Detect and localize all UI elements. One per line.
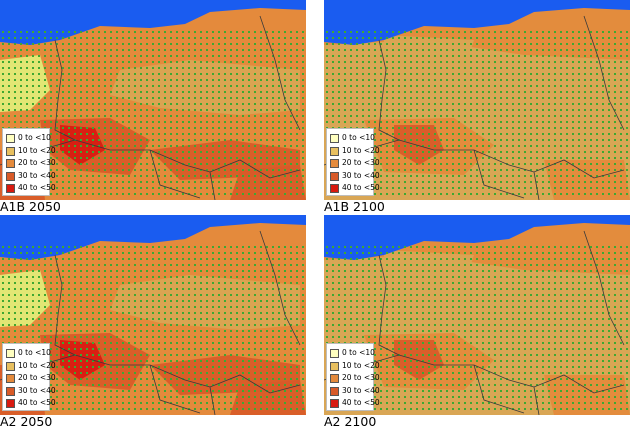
legend-label: 40 to <50 [18,398,56,407]
legend-label: 30 to <40 [342,170,380,180]
legend-swatch [330,159,339,168]
legend-label: 40 to <50 [18,183,56,192]
baltic-sea [324,0,630,45]
panel-caption: A2 2050 [0,414,53,429]
legend-swatch [6,171,15,181]
legend-swatch [330,361,339,371]
map-panel-a2-2100: 0 to <10 10 to <20 20 to <30 30 to <40 40 to… [324,215,630,429]
legend-swatch [330,386,339,396]
legend-item: 40 to <50 [6,397,56,409]
country-borders [324,15,625,200]
legend-label: 30 to <40 [18,170,56,180]
legend-swatch [6,374,15,383]
legend-swatch [330,184,339,193]
grid-dots [326,246,628,410]
map: 0 to <10 10 to <20 20 to <30 30 to <40 40 to… [324,215,630,415]
legend-swatch [6,134,15,143]
panel-caption: A1B 2100 [324,199,385,214]
map: 0 to <10 10 to <20 20 to <30 30 to <40 40 to… [324,0,630,200]
legend-item: 0 to <10 [6,347,51,359]
legend-item: 20 to <30 [330,157,380,169]
legend-swatch [6,361,15,371]
legend-item: 40 to <50 [330,397,380,409]
legend-swatch [330,171,339,181]
legend-label: 20 to <30 [18,373,56,382]
map-canvas [0,215,306,415]
legend-label: 40 to <50 [342,398,380,407]
legend-item: 30 to <40 [330,170,380,182]
legend-item: 40 to <50 [6,182,56,194]
legend-swatch [330,399,339,408]
legend-label: 10 to <20 [18,145,56,155]
legend-item: 20 to <30 [6,157,56,169]
legend-swatch [6,184,15,193]
baltic-sea [324,215,630,260]
legend-swatch [330,374,339,383]
country-borders [324,230,625,415]
legend-label: 20 to <30 [18,158,56,167]
legend-label: 0 to <10 [342,348,375,357]
legend-swatch [6,399,15,408]
map-legend: 0 to <10 10 to <20 20 to <30 30 to <40 40 to… [2,343,56,411]
legend-item: 10 to <20 [330,360,380,372]
grid-dots [326,31,628,195]
legend-item: 10 to <20 [6,360,56,372]
map-panel-a1b-2100: 0 to <10 10 to <20 20 to <30 30 to <40 40 to… [324,0,630,214]
legend-item: 30 to <40 [6,385,56,397]
map-legend: 0 to <10 10 to <20 20 to <30 30 to <40 40 to… [326,128,380,196]
legend-swatch [330,134,339,143]
legend-label: 30 to <40 [342,385,380,395]
legend-label: 10 to <20 [18,360,56,370]
legend-swatch [6,159,15,168]
legend-swatch [330,349,339,358]
grid-dots [2,246,304,410]
legend-label: 20 to <30 [342,158,380,167]
class-zones [324,0,630,200]
legend-label: 0 to <10 [18,133,51,142]
legend-item: 40 to <50 [330,182,380,194]
map-legend: 0 to <10 10 to <20 20 to <30 30 to <40 40 to… [2,128,56,196]
legend-label: 10 to <20 [342,360,380,370]
legend-label: 40 to <50 [342,183,380,192]
panel-caption: A1B 2050 [0,199,61,214]
legend-item: 30 to <40 [330,385,380,397]
legend-item: 0 to <10 [6,132,51,144]
map-panel-a1b-2050: 0 to <10 10 to <20 20 to <30 30 to <40 40 to… [0,0,306,214]
legend-label: 20 to <30 [342,373,380,382]
panel-caption: A2 2100 [324,414,377,429]
legend-label: 30 to <40 [18,385,56,395]
legend-label: 0 to <10 [18,348,51,357]
baltic-sea [0,215,306,260]
legend-item: 20 to <30 [330,372,380,384]
grid-dots [2,31,304,195]
legend-swatch [6,349,15,358]
map: 0 to <10 10 to <20 20 to <30 30 to <40 40 to… [0,215,306,415]
map: 0 to <10 10 to <20 20 to <30 30 to <40 40 to… [0,0,306,200]
map-legend: 0 to <10 10 to <20 20 to <30 30 to <40 40 to… [326,343,380,411]
legend-item: 10 to <20 [330,145,380,157]
legend-swatch [330,146,339,156]
legend-swatch [6,386,15,396]
legend-item: 0 to <10 [330,347,375,359]
legend-item: 20 to <30 [6,372,56,384]
legend-label: 0 to <10 [342,133,375,142]
baltic-sea [0,0,306,45]
map-panel-a2-2050: 0 to <10 10 to <20 20 to <30 30 to <40 40 to… [0,215,306,429]
legend-item: 30 to <40 [6,170,56,182]
legend-label: 10 to <20 [342,145,380,155]
legend-item: 10 to <20 [6,145,56,157]
map-canvas [324,0,630,200]
legend-swatch [6,146,15,156]
map-canvas [324,215,630,415]
legend-item: 0 to <10 [330,132,375,144]
